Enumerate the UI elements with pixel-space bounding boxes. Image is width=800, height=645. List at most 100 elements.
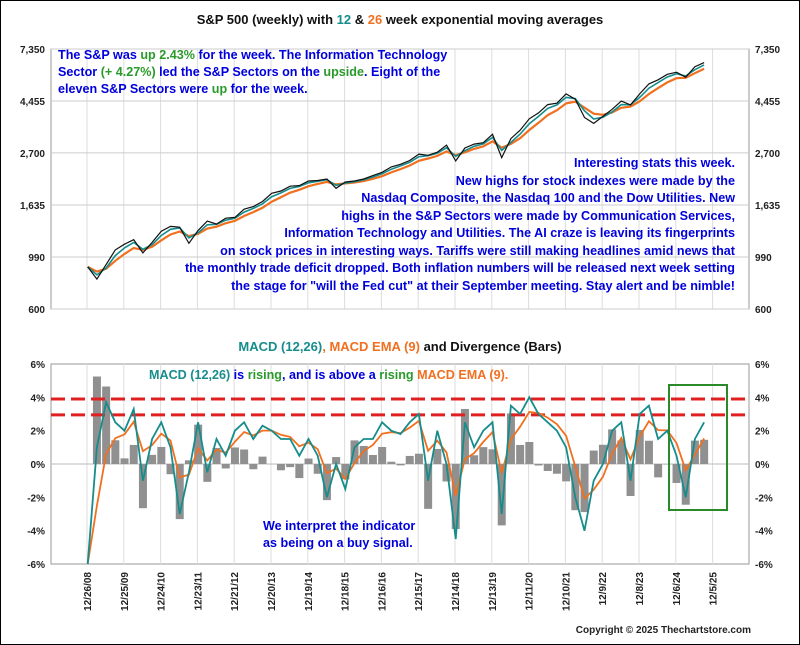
divergence-bar bbox=[203, 464, 212, 482]
divergence-bar bbox=[378, 446, 387, 464]
note-text: The S&P was bbox=[58, 48, 141, 62]
divergence-bar bbox=[460, 408, 469, 464]
stats-line: Information Technology and Utilities. Th… bbox=[284, 226, 735, 240]
macd-y-tick-label-right: -6% bbox=[755, 560, 773, 571]
macd-y-tick-label: -2% bbox=[27, 493, 45, 504]
macd-y-tick-label-right: 2% bbox=[755, 427, 770, 438]
y-tick-label-right: 2,700 bbox=[755, 149, 780, 160]
divergence-bar bbox=[534, 464, 543, 466]
divergence-bar bbox=[92, 376, 101, 464]
divergence-bar bbox=[286, 464, 295, 468]
title-part: and Divergence (Bars) bbox=[419, 339, 562, 354]
title-part: MACD (12,26) bbox=[238, 339, 323, 354]
macd-y-tick-label-right: -2% bbox=[755, 493, 773, 504]
note-text: MACD (12,26) bbox=[149, 368, 231, 382]
ema26-line bbox=[87, 67, 705, 273]
x-tick-label: 12/24/10 bbox=[157, 572, 168, 611]
divergence-bar bbox=[617, 440, 626, 464]
buy-signal-note: We interpret the indicator as being on a… bbox=[263, 518, 415, 552]
stats-line: New highs for stock indexes were made by… bbox=[455, 173, 735, 188]
note-text: for the week. bbox=[227, 82, 308, 96]
stats-line: Nasdaq Composite, the Nasdaq 100 and the… bbox=[361, 191, 735, 205]
divergence-bar bbox=[111, 440, 120, 464]
divergence-bar bbox=[322, 464, 331, 501]
x-tick-label: 12/9/22 bbox=[598, 572, 609, 606]
x-tick-label: 12/13/19 bbox=[488, 572, 499, 611]
divergence-bar bbox=[258, 456, 267, 464]
y-tick-label: 7,350 bbox=[20, 45, 45, 56]
x-tick-label: 12/14/18 bbox=[451, 572, 462, 611]
x-tick-label: 12/16/16 bbox=[377, 572, 388, 611]
note-text: MACD EMA (9) bbox=[413, 368, 505, 382]
note-text: is bbox=[230, 368, 248, 382]
title-part: MACD EMA (9) bbox=[329, 339, 420, 354]
x-tick-label: 12/18/15 bbox=[341, 572, 352, 611]
stats-line: on stock prices in interesting ways. Tar… bbox=[220, 243, 735, 258]
divergence-bar bbox=[166, 464, 175, 475]
x-tick-label: 12/10/21 bbox=[561, 572, 572, 611]
divergence-bar bbox=[598, 444, 607, 464]
divergence-bar bbox=[470, 455, 479, 464]
divergence-bar bbox=[516, 444, 525, 464]
divergence-bar bbox=[424, 464, 433, 509]
divergence-bar bbox=[359, 445, 368, 464]
divergence-bar bbox=[313, 464, 322, 474]
x-tick-label: 12/21/12 bbox=[230, 572, 241, 611]
divergence-bar bbox=[552, 464, 561, 474]
macd-status-note: MACD (12,26) is rising, and is above a r… bbox=[149, 367, 508, 384]
note-text: up bbox=[211, 82, 228, 96]
macd-y-tick-label-right: 6% bbox=[755, 360, 770, 371]
y-tick-label: 2,700 bbox=[20, 149, 45, 160]
x-tick-label: 12/8/23 bbox=[635, 572, 646, 606]
divergence-bar bbox=[479, 447, 488, 464]
highlight-box bbox=[668, 384, 728, 511]
title-part: , bbox=[322, 339, 330, 354]
divergence-bar bbox=[368, 454, 377, 464]
divergence-bar bbox=[138, 464, 147, 509]
divergence-bar bbox=[396, 464, 405, 466]
note-text: upside bbox=[323, 65, 364, 79]
divergence-bar bbox=[405, 455, 414, 464]
y-tick-label: 1,635 bbox=[20, 201, 45, 212]
x-tick-label: 12/23/11 bbox=[193, 572, 204, 611]
divergence-bar bbox=[341, 464, 350, 480]
x-tick-label: 12/5/25 bbox=[709, 572, 720, 606]
divergence-bar bbox=[488, 449, 497, 464]
divergence-bar bbox=[608, 429, 617, 464]
y-tick-label-right: 990 bbox=[755, 253, 772, 264]
note-text: led the S&P Sectors on the bbox=[155, 65, 324, 79]
divergence-bar bbox=[230, 447, 239, 464]
divergence-bar bbox=[589, 450, 598, 464]
divergence-bar bbox=[433, 448, 442, 464]
divergence-bar bbox=[580, 464, 589, 513]
macd-chart-title: MACD (12,26), MACD EMA (9) and Divergenc… bbox=[1, 339, 799, 354]
title-part: & bbox=[351, 12, 368, 27]
stats-note: Interesting stats this week. New highs f… bbox=[185, 155, 735, 295]
macd-y-tick-label: 0% bbox=[31, 460, 46, 471]
divergence-bar bbox=[497, 464, 506, 526]
stats-line: the monthly trade deficit dropped. Both … bbox=[184, 261, 735, 275]
note-text: rising bbox=[379, 368, 414, 382]
note-text: eleven S&P Sectors were bbox=[58, 82, 212, 96]
divergence-bar bbox=[295, 464, 304, 479]
divergence-bar bbox=[571, 464, 580, 511]
title-ema26: 26 bbox=[367, 12, 383, 27]
divergence-bar bbox=[212, 447, 221, 464]
y-tick-label: 990 bbox=[28, 253, 45, 264]
y-tick-label: 4,455 bbox=[20, 97, 45, 108]
copyright: Copyright © 2025 Thechartstore.com bbox=[575, 625, 751, 636]
y-tick-label-right: 7,350 bbox=[755, 45, 780, 56]
weekly-summary-note: The S&P was up 2.43% for the week. The I… bbox=[58, 47, 447, 98]
divergence-bar bbox=[175, 464, 184, 520]
divergence-bar bbox=[635, 429, 644, 464]
divergence-bar bbox=[157, 446, 166, 464]
divergence-bar bbox=[194, 424, 203, 464]
note-text: (+ 4.27%) bbox=[100, 65, 156, 79]
divergence-bar bbox=[700, 439, 709, 464]
divergence-bar bbox=[672, 464, 681, 483]
note-text: . Eight of the bbox=[363, 65, 441, 79]
note-line: as being on a buy signal. bbox=[263, 536, 413, 550]
stats-line: the stage for "will the Fed cut" at thei… bbox=[231, 278, 735, 293]
divergence-bar bbox=[442, 464, 451, 482]
